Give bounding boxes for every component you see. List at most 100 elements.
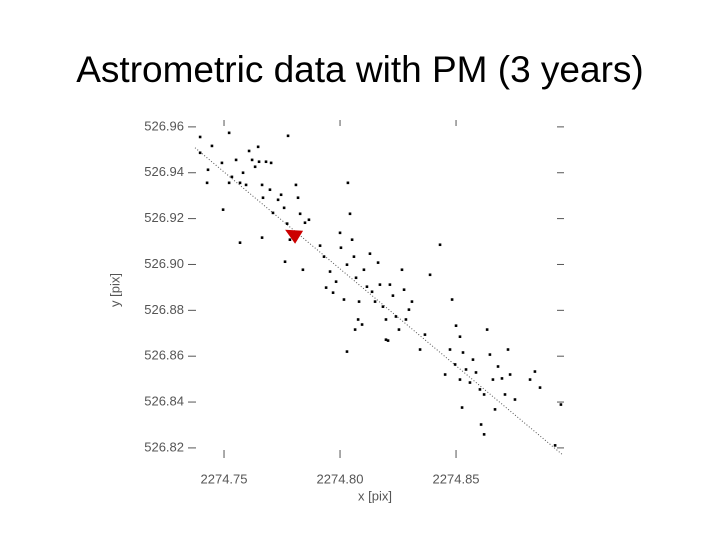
data-point <box>346 181 350 185</box>
data-point <box>282 206 286 210</box>
y-tick-label: 526.90 <box>144 256 184 271</box>
data-point <box>500 377 504 380</box>
data-point <box>301 268 305 272</box>
data-point <box>356 318 360 321</box>
x-axis-label: x [pix] <box>358 488 392 503</box>
data-point <box>391 294 395 297</box>
data-point <box>468 381 472 384</box>
data-point <box>394 315 398 318</box>
data-point <box>331 291 335 294</box>
y-tick-label: 526.86 <box>144 348 184 363</box>
data-point <box>241 171 245 175</box>
data-point <box>450 298 454 301</box>
data-point <box>354 276 358 280</box>
data-point <box>198 135 202 139</box>
data-point <box>220 161 224 165</box>
data-point <box>264 160 268 164</box>
fit-line <box>194 147 563 455</box>
data-point <box>513 398 517 401</box>
y-tick-label: 526.96 <box>144 118 184 133</box>
x-tick-label: 2274.85 <box>433 471 480 486</box>
data-point <box>460 406 464 409</box>
x-tick-label: 2274.75 <box>201 471 248 486</box>
data-point <box>478 388 482 391</box>
data-point <box>397 328 401 331</box>
data-point <box>298 212 302 216</box>
data-point <box>345 263 349 266</box>
data-point <box>368 252 372 255</box>
data-point <box>352 255 356 258</box>
data-point <box>257 160 261 164</box>
data-point <box>256 145 260 149</box>
data-point <box>227 181 231 185</box>
data-point <box>227 131 231 135</box>
data-point <box>482 393 486 396</box>
data-point <box>506 348 510 351</box>
y-tick-label: 526.92 <box>144 210 184 225</box>
data-point <box>479 423 483 426</box>
data-point <box>253 165 257 169</box>
data-point <box>234 158 238 162</box>
data-point <box>423 333 427 336</box>
data-point <box>294 183 298 187</box>
data-point <box>482 433 486 436</box>
data-point <box>221 208 225 211</box>
data-point <box>238 241 242 244</box>
data-point <box>307 218 311 222</box>
data-point <box>342 298 346 301</box>
data-point <box>404 318 408 321</box>
data-point <box>400 268 404 272</box>
data-point <box>418 348 422 351</box>
data-point <box>438 243 442 247</box>
data-point <box>198 151 202 155</box>
data-point <box>528 378 532 381</box>
data-point <box>230 175 234 179</box>
data-point <box>384 318 388 321</box>
data-point <box>386 339 390 342</box>
chart-title: Astrometric data with PM (3 years) <box>76 49 643 90</box>
data-point <box>360 323 364 326</box>
data-point <box>244 183 248 187</box>
data-point <box>373 300 377 303</box>
data-point <box>384 338 388 341</box>
data-point <box>247 149 251 153</box>
data-point <box>493 408 497 411</box>
data-point <box>378 283 382 286</box>
data-point <box>407 308 411 311</box>
data-point <box>553 444 557 447</box>
data-point <box>318 244 322 247</box>
data-point <box>250 158 254 162</box>
data-point <box>464 368 468 371</box>
data-point <box>338 231 342 235</box>
data-point <box>288 238 292 241</box>
data-point <box>485 328 489 331</box>
data-point <box>508 373 512 376</box>
data-point <box>279 193 283 197</box>
data-point <box>454 324 458 327</box>
data-point <box>559 403 563 406</box>
data-point <box>402 288 406 291</box>
data-point <box>350 238 354 241</box>
data-point <box>353 328 357 331</box>
y-axis-label: y [pix] <box>107 273 122 307</box>
data-point <box>443 373 447 376</box>
data-point <box>370 290 374 294</box>
data-point <box>205 181 209 185</box>
highlight-marker <box>285 229 304 244</box>
data-point <box>206 168 210 172</box>
data-point <box>496 365 500 368</box>
data-point <box>334 280 338 283</box>
data-point <box>285 222 289 225</box>
data-point <box>503 393 507 396</box>
data-point <box>458 378 462 381</box>
data-point <box>276 198 280 202</box>
data-point <box>362 268 366 272</box>
data-point <box>538 386 542 389</box>
data-point <box>268 188 272 192</box>
data-point <box>348 212 352 216</box>
data-point <box>381 305 385 308</box>
data-point <box>345 350 349 353</box>
data-point <box>474 371 478 374</box>
y-tick-label: 526.84 <box>144 393 184 408</box>
